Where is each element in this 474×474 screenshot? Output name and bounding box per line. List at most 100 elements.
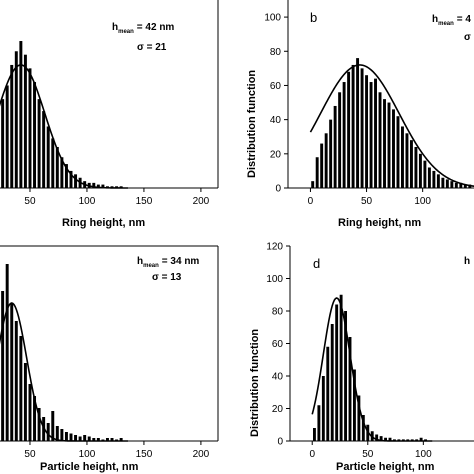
histogram-bar — [418, 153, 422, 188]
histogram-bar — [37, 99, 41, 188]
histogram-bar — [324, 133, 328, 188]
histogram-bar — [23, 54, 27, 188]
histogram-bar — [360, 68, 364, 188]
x-tick-label: 50 — [362, 449, 374, 460]
x-tick-group: 50 100 150 200 — [24, 441, 210, 460]
y-tick-label: 60 — [270, 81, 282, 92]
histogram-bar — [415, 439, 419, 442]
histogram-bar — [344, 311, 347, 441]
y-tick-label: 40 — [272, 372, 284, 383]
x-tick-label: 200 — [193, 449, 210, 460]
histogram-bar — [19, 336, 23, 441]
histogram-bar — [357, 395, 361, 441]
histogram-bar — [356, 58, 360, 188]
histogram-bar — [384, 437, 387, 441]
histogram-bar — [115, 186, 119, 188]
histogram-bar — [28, 68, 32, 188]
bars-group — [311, 58, 472, 188]
sigma-text: σ — [464, 32, 471, 43]
y-axis-label: Distribution function — [246, 70, 258, 178]
histogram-bar — [5, 264, 9, 441]
svg-text:hmean= 42 nm: hmean = 42 nm — [112, 22, 174, 35]
histogram-bar — [69, 433, 73, 441]
y-tick-label: 40 — [270, 115, 282, 126]
histogram-bar — [87, 436, 91, 441]
histogram-bar — [450, 181, 454, 188]
h-value: = 4 — [457, 14, 472, 25]
panel-particle-height-c: 50 100 150 200 Particle height, nm hmean = 3… — [0, 245, 219, 473]
histogram-bar — [353, 369, 356, 441]
x-tick-label: 200 — [193, 196, 210, 207]
stats-annotation: h — [464, 256, 470, 267]
sigma-text: σ = 13 — [152, 272, 182, 283]
histogram-bar — [423, 160, 427, 188]
histogram-bar — [28, 384, 32, 441]
histogram-bar — [110, 438, 114, 441]
y-axis-label: Distribution function — [249, 329, 261, 437]
histogram-bar — [1, 291, 5, 441]
histogram-bar — [387, 102, 391, 188]
histogram-bar — [33, 82, 37, 188]
y-tick-label: 0 — [275, 184, 281, 195]
histogram-bar — [320, 143, 324, 188]
histogram-bar — [96, 184, 100, 188]
histogram-bar — [374, 78, 377, 188]
x-tick-label: 50 — [24, 449, 36, 460]
histogram-bar — [409, 140, 413, 188]
histogram-bar — [55, 146, 59, 188]
y-tick-label: 120 — [266, 242, 283, 253]
histogram-bar — [342, 82, 346, 188]
h-value: = 42 nm — [137, 22, 175, 33]
histogram-bar — [348, 337, 352, 441]
histogram-bar — [330, 324, 334, 441]
x-axis-label: Ring height, nm — [62, 217, 145, 229]
h-subscript: mean — [118, 29, 134, 35]
histogram-bar — [375, 434, 379, 441]
histogram-bar — [51, 138, 55, 188]
histogram-bar — [427, 167, 431, 188]
histogram-bar — [347, 71, 351, 188]
x-tick-group: 0 50 100 — [308, 188, 431, 207]
histogram-bar — [333, 105, 337, 188]
h-symbol: h — [464, 256, 470, 267]
histogram-bar — [60, 429, 64, 441]
h-symbol: h — [112, 22, 118, 33]
bars-group — [1, 41, 123, 188]
x-tick-label: 50 — [361, 196, 373, 207]
histogram-bar — [83, 435, 87, 441]
stats-annotation: hmean = 34 nm σ = 13 — [137, 256, 199, 283]
panel-label-d: d — [313, 256, 320, 271]
histogram-bar — [459, 182, 463, 188]
histogram-bar — [5, 85, 9, 188]
histogram-bar — [101, 184, 105, 188]
stats-annotation: hmean = 42 nm σ = 21 — [112, 22, 174, 53]
histogram-bar — [51, 411, 55, 441]
histogram-bar — [55, 426, 59, 441]
h-subscript: mean — [438, 21, 454, 27]
histogram-bar — [401, 126, 404, 188]
svg-text:h: h — [464, 256, 470, 267]
histogram-bar — [33, 396, 37, 441]
histogram-bar — [105, 438, 109, 441]
histogram-bar — [46, 126, 50, 188]
fit-curve — [309, 64, 474, 188]
histogram-bar — [361, 415, 365, 441]
histogram-bar — [326, 346, 330, 441]
y-tick-label: 60 — [272, 339, 284, 350]
histogram-bar — [454, 182, 458, 188]
histogram-bar — [441, 177, 445, 188]
histogram-bar — [369, 82, 373, 188]
histogram-bar — [432, 170, 436, 188]
x-tick-group: 50 100 150 200 — [24, 188, 210, 207]
histogram-bar — [335, 304, 339, 441]
x-tick-label: 100 — [79, 196, 96, 207]
histogram-bar — [92, 182, 96, 188]
histogram-bar — [339, 294, 343, 441]
histogram-bar — [19, 41, 23, 188]
x-tick-label: 150 — [136, 449, 153, 460]
histogram-bar — [329, 119, 333, 188]
histogram-bar — [10, 64, 14, 188]
h-symbol: h — [432, 14, 438, 25]
fit-curve — [0, 64, 128, 189]
y-tick-label: 80 — [272, 307, 284, 318]
